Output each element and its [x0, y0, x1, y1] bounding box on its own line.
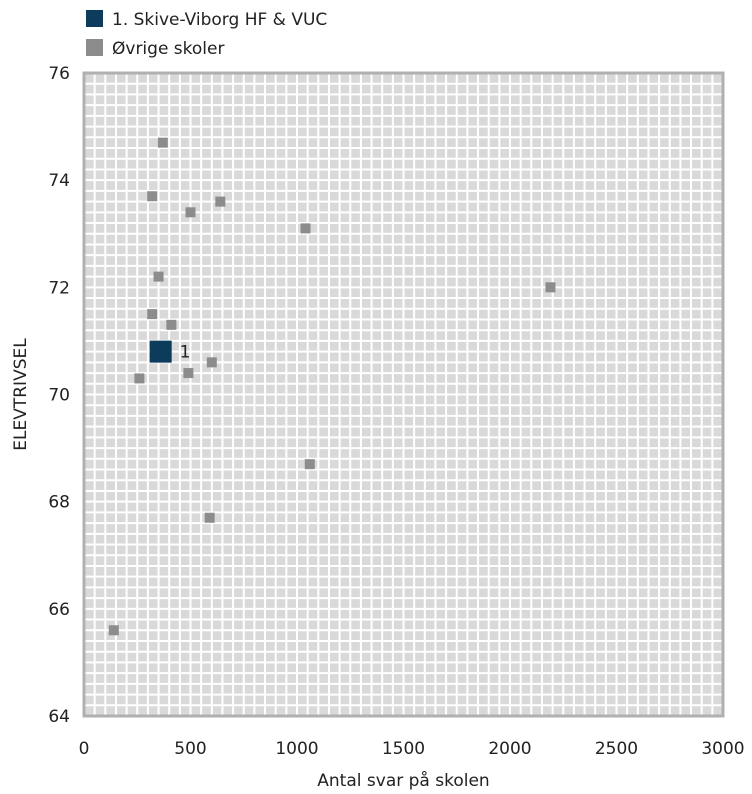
x-axis-tick-labels: 0 500 1000 1500 2000 2500 3000 — [79, 739, 745, 759]
plot-area — [82, 71, 725, 718]
y-axis-tick-labels: 64 66 68 70 72 74 76 — [48, 64, 70, 727]
scatter-point — [157, 137, 168, 148]
legend-swatch — [86, 39, 103, 56]
scatter-point — [166, 319, 177, 330]
scatter-point — [185, 207, 196, 218]
scatter-point — [206, 357, 217, 368]
x-tick-label: 2000 — [488, 739, 531, 759]
legend-label: Øvrige skoler — [112, 39, 224, 59]
scatter-point — [134, 373, 145, 384]
scatter-point — [304, 459, 315, 470]
y-tick-label: 72 — [48, 278, 70, 298]
y-tick-label: 76 — [48, 64, 70, 84]
scatter-point — [153, 271, 164, 282]
scatter-point — [300, 223, 311, 234]
x-axis-title: Antal svar på skolen — [317, 770, 489, 791]
y-tick-label: 64 — [48, 707, 70, 727]
scatter-point — [147, 309, 158, 320]
scatter-point — [147, 191, 158, 202]
legend-label: 1. Skive-Viborg HF & VUC — [112, 10, 327, 30]
x-tick-label: 2500 — [595, 739, 638, 759]
y-tick-label: 74 — [48, 171, 70, 191]
x-tick-label: 1500 — [382, 739, 425, 759]
point-label: 1 — [180, 343, 191, 363]
y-tick-label: 68 — [48, 493, 70, 513]
scatter-point — [108, 625, 119, 636]
y-tick-label: 70 — [48, 386, 70, 406]
highlight-point — [149, 340, 172, 363]
x-tick-label: 0 — [79, 739, 90, 759]
legend-swatch — [86, 10, 103, 27]
legend: 1. Skive-Viborg HF & VUC Øvrige skoler — [86, 10, 327, 59]
scatter-point — [183, 368, 194, 379]
x-tick-label: 500 — [174, 739, 206, 759]
x-tick-label: 3000 — [701, 739, 744, 759]
scatter-point — [215, 196, 226, 207]
y-axis-title: ELEVTRIVSEL — [11, 338, 31, 451]
plot-border — [82, 71, 725, 718]
y-tick-label: 66 — [48, 600, 70, 620]
data-points: 1 — [108, 137, 556, 636]
grid-lines — [84, 73, 723, 716]
scatter-point — [204, 512, 215, 523]
scatter-point — [545, 282, 556, 293]
x-tick-label: 1000 — [275, 739, 318, 759]
